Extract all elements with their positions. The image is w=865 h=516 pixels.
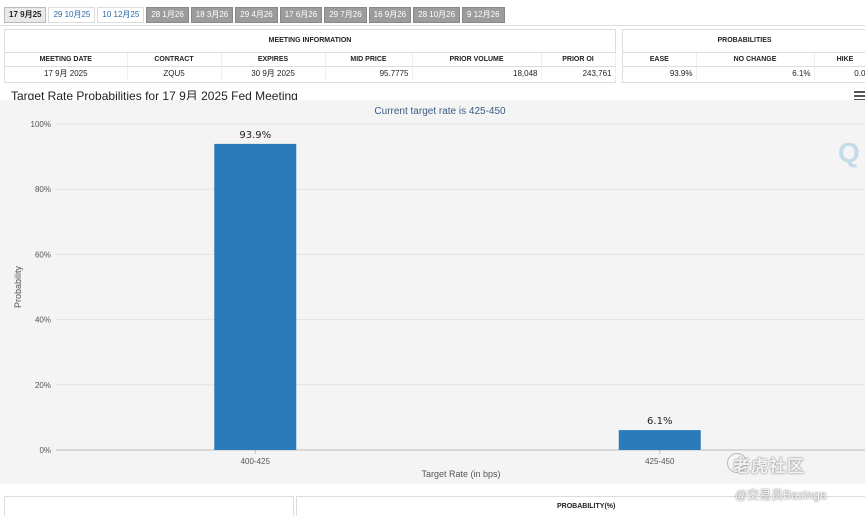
- col-no-change: NO CHANGE: [696, 53, 815, 67]
- probability-bar-chart: Current target rate is 425-450 0% 20% 40% 60…: [0, 100, 865, 484]
- meeting-date-tabs: 17 9月25 29 10月25 10 12月25 28 1月26 18 3月26 29 …: [4, 7, 505, 23]
- bar-400-425: [214, 143, 297, 451]
- tab-meeting-9[interactable]: 28 10月26: [413, 7, 461, 23]
- y-axis-label: Probability: [13, 265, 23, 308]
- mid-price-value: 95.7775: [325, 66, 413, 80]
- tabs-divider: [0, 25, 865, 26]
- q-logo: Q: [838, 137, 860, 168]
- col-hike: HIKE: [814, 53, 865, 67]
- y-tick-label: 20%: [35, 381, 51, 390]
- y-tick-label: 40%: [35, 316, 51, 325]
- x-tick-label: 400-425: [241, 457, 271, 466]
- bottom-probability-panel: PROBABILITY(%): [296, 496, 865, 516]
- col-prior-volume: PRIOR VOLUME: [412, 53, 542, 67]
- col-prior-oi: PRIOR OI: [541, 53, 616, 67]
- tab-meeting-7[interactable]: 29 7月26: [324, 7, 367, 23]
- watermark-author: @交易员Bazinga: [735, 488, 827, 502]
- probabilities-panel: PROBABILITIES EASE NO CHANGE HIKE 93.9% …: [622, 29, 865, 83]
- contract-value: ZQU5: [127, 66, 222, 80]
- prior-oi-value: 243,761: [541, 66, 616, 80]
- probabilities-header: PROBABILITIES: [623, 30, 865, 53]
- bottom-left-panel: [4, 496, 294, 516]
- table-header-row: EASE NO CHANGE HIKE: [623, 53, 865, 67]
- col-contract: CONTRACT: [127, 53, 222, 67]
- y-tick-label: 60%: [35, 250, 51, 259]
- probabilities-table: EASE NO CHANGE HIKE 93.9% 6.1% 0.0%: [623, 53, 865, 80]
- bar-425-450: [618, 430, 701, 450]
- tab-meeting-10[interactable]: 9 12月26: [462, 7, 505, 23]
- probability-percent-header: PROBABILITY(%): [557, 503, 616, 510]
- ease-value: 93.9%: [623, 66, 697, 80]
- bar-value-label: 93.9%: [239, 130, 271, 141]
- watermark-community: 老虎社区: [733, 457, 805, 476]
- col-expires: EXPIRES: [221, 53, 326, 67]
- bar-value-label: 6.1%: [647, 416, 672, 427]
- hike-value: 0.0%: [814, 66, 865, 80]
- chart-background: [0, 100, 865, 484]
- col-mid-price: MID PRICE: [325, 53, 413, 67]
- chart-title: Target Rate Probabilities for 17 9月 2025…: [11, 89, 298, 103]
- tab-meeting-4[interactable]: 18 3月26: [190, 7, 234, 23]
- tab-meeting-1[interactable]: 29 10月25: [48, 7, 96, 23]
- expires-value: 30 9月 2025: [221, 66, 326, 80]
- meeting-information-table: MEETING DATE CONTRACT EXPIRES MID PRICE …: [5, 53, 616, 80]
- tab-meeting-8[interactable]: 16 9月26: [368, 7, 412, 23]
- y-tick-label: 0%: [39, 446, 51, 455]
- meeting-information-panel: MEETING INFORMATION MEETING DATE CONTRAC…: [4, 29, 616, 83]
- tab-meeting-3[interactable]: 28 1月26: [146, 7, 189, 23]
- tab-meeting-6[interactable]: 17 6月26: [279, 7, 323, 23]
- meeting-date-value: 17 9月 2025: [5, 66, 128, 80]
- col-meeting-date: MEETING DATE: [5, 53, 128, 67]
- chart-subtitle: Current target rate is 425-450: [374, 106, 506, 117]
- table-row: 93.9% 6.1% 0.0%: [623, 66, 865, 80]
- x-axis-label: Target Rate (in bps): [421, 469, 500, 479]
- tab-meeting-0[interactable]: 17 9月25: [4, 7, 47, 23]
- meeting-information-header: MEETING INFORMATION: [5, 30, 615, 53]
- y-tick-label: 100%: [31, 120, 51, 129]
- tab-meeting-2[interactable]: 10 12月25: [97, 7, 145, 23]
- tab-meeting-5[interactable]: 29 4月26: [235, 7, 278, 23]
- col-ease: EASE: [623, 53, 697, 67]
- watermark-logo-icon: [727, 453, 747, 473]
- table-row: 17 9月 2025 ZQU5 30 9月 2025 95.7775 18,04…: [5, 66, 616, 80]
- prior-volume-value: 18,048: [412, 66, 542, 80]
- x-tick-label: 425-450: [645, 457, 675, 466]
- table-header-row: MEETING DATE CONTRACT EXPIRES MID PRICE …: [5, 53, 616, 67]
- no-change-value: 6.1%: [696, 66, 815, 80]
- y-tick-label: 80%: [35, 185, 51, 194]
